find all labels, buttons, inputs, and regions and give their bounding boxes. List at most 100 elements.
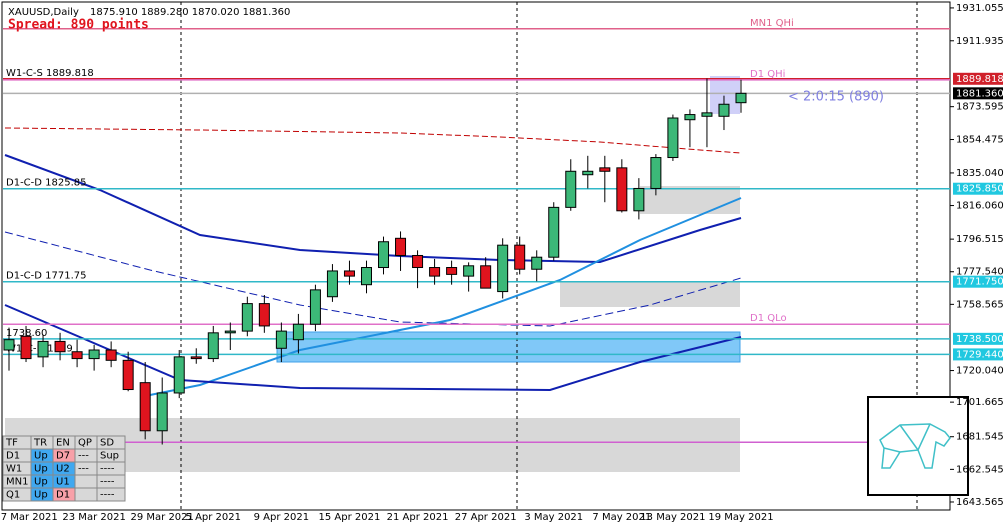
- timer-text: < 2:0:15 (890): [788, 90, 884, 105]
- candle-body: [735, 92, 747, 104]
- panel-text: Up: [34, 464, 48, 475]
- price-tag-label: 1738.500: [956, 334, 1004, 345]
- panel-cell: [74, 487, 98, 502]
- moving-average: [4, 127, 742, 154]
- x-tick-label: 3 May 2021: [524, 512, 583, 523]
- level-label: W1-C-S 1889.818: [6, 68, 94, 79]
- candle-body: [207, 332, 219, 360]
- candle-body: [309, 289, 321, 325]
- candle-body: [122, 359, 134, 391]
- x-tick-label: 5 Apr 2021: [186, 512, 241, 523]
- panel-text: Up: [34, 477, 48, 488]
- panel-text: ----: [100, 490, 115, 501]
- panel-text: MN1: [6, 477, 28, 488]
- level-label: D1-C-D 1825.85: [6, 178, 87, 189]
- candle-body: [463, 265, 475, 277]
- ohlc-text: 1875.910 1889.280 1870.020 1881.360: [90, 7, 290, 18]
- y-tick-label: 1911.935: [956, 36, 1004, 47]
- panel-text: SD: [100, 438, 114, 449]
- panel-text: QP: [78, 438, 92, 449]
- panel-text: Q1: [6, 490, 20, 501]
- zone: [640, 186, 740, 214]
- price-tag: [953, 182, 1003, 195]
- candle-body: [173, 356, 185, 394]
- y-tick-label: 1662.545: [956, 464, 1004, 475]
- candle-body: [37, 340, 49, 358]
- candle-body: [684, 114, 696, 121]
- candle-body: [531, 256, 543, 270]
- candle-body: [156, 392, 168, 432]
- candle-body: [20, 335, 32, 360]
- candle-body: [88, 349, 100, 360]
- panel-text: D1: [6, 451, 20, 462]
- panel-text: U1: [56, 477, 70, 488]
- level-label: MN1 QHi: [750, 18, 794, 29]
- x-tick-label: 13 May 2021: [640, 512, 705, 523]
- price-tag-label: 1729.440: [956, 349, 1004, 360]
- candle-body: [139, 382, 151, 432]
- panel-text: Sup: [100, 451, 119, 462]
- moving-average: [149, 197, 742, 396]
- panel-text: ----: [100, 464, 115, 475]
- candle-body: [667, 117, 679, 159]
- candle-body: [258, 303, 270, 327]
- panel-text: U2: [56, 464, 70, 475]
- candle-body: [54, 340, 66, 353]
- panel-text: D7: [56, 451, 70, 462]
- candle-body: [360, 267, 372, 286]
- candle-body: [446, 267, 458, 275]
- zone: [276, 331, 741, 363]
- panel-text: D1: [56, 490, 70, 501]
- candle-body: [395, 237, 407, 256]
- x-tick-label: 23 Mar 2021: [62, 512, 125, 523]
- candle-body: [3, 339, 15, 351]
- x-tick-label: 29 Mar 2021: [131, 512, 194, 523]
- candle-body: [650, 157, 662, 189]
- zone: [5, 418, 740, 472]
- logo-box: [867, 396, 969, 496]
- y-tick-label: 1931.055: [956, 3, 1004, 14]
- panel-text: TR: [33, 438, 47, 449]
- candle-body: [378, 241, 390, 269]
- candle-body: [633, 187, 645, 212]
- zone: [560, 281, 740, 307]
- candle-body: [429, 267, 441, 277]
- candle-body: [718, 103, 730, 117]
- moving-average: [4, 304, 742, 392]
- price-tag-label: 1881.360: [956, 88, 1004, 99]
- price-tag: [953, 332, 1003, 345]
- candle-body: [292, 323, 304, 341]
- moving-average: [4, 231, 742, 327]
- candle-body: [497, 244, 509, 293]
- candle-body: [343, 270, 355, 277]
- panel-text: Up: [34, 451, 48, 462]
- y-tick-label: 1643.565: [956, 497, 1004, 508]
- y-tick-label: 1681.545: [956, 432, 1004, 443]
- candle-body: [190, 356, 202, 360]
- price-tag: [953, 348, 1003, 361]
- candle-body: [224, 330, 236, 334]
- panel-text: Up: [34, 490, 48, 501]
- x-tick-label: 27 Apr 2021: [455, 512, 517, 523]
- level-label: D1 QLo: [750, 313, 787, 324]
- panel-text: ---: [78, 451, 89, 462]
- logo-icon: [879, 423, 951, 469]
- x-tick-label: 9 Apr 2021: [254, 512, 309, 523]
- level-label: D1-C-D 1771.75: [6, 271, 87, 282]
- y-tick-label: 1835.040: [956, 168, 1004, 179]
- price-tag: [953, 87, 1003, 100]
- y-tick-label: 1854.475: [956, 135, 1004, 146]
- panel-cell: [96, 487, 126, 502]
- candle-body: [71, 351, 83, 360]
- panel-text: ---: [78, 464, 89, 475]
- price-tag-label: 1771.750: [956, 277, 1004, 288]
- y-tick-label: 1777.540: [956, 267, 1004, 278]
- candle-body: [326, 270, 338, 298]
- y-tick-label: 1873.595: [956, 102, 1004, 113]
- candle-body: [548, 206, 560, 258]
- y-tick-label: 1796.515: [956, 234, 1004, 245]
- panel-cell: [74, 474, 98, 489]
- candle-body: [412, 254, 424, 269]
